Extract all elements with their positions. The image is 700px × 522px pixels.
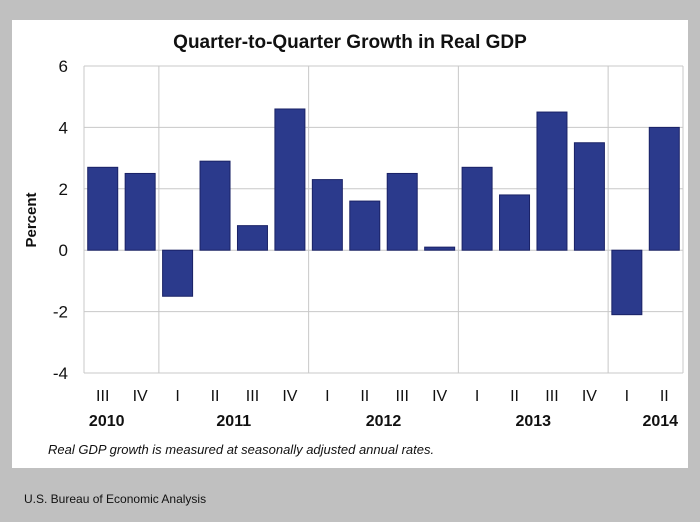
bar <box>162 249 194 297</box>
chart-note: Real GDP growth is measured at seasonall… <box>48 442 434 457</box>
y-tick-label: 2 <box>59 180 68 199</box>
x-tick-label: II <box>211 388 220 405</box>
y-tick-label: -4 <box>53 364 68 383</box>
source-credit: U.S. Bureau of Economic Analysis <box>24 492 207 506</box>
x-tick-label: III <box>545 388 558 405</box>
bar <box>274 108 306 251</box>
x-tick-label: I <box>625 388 629 405</box>
x-tick-label: IV <box>133 388 148 405</box>
x-tick-label: IV <box>432 388 447 405</box>
year-label: 2014 <box>642 413 678 430</box>
bar <box>648 126 680 251</box>
bar <box>611 249 643 316</box>
x-tick-label: III <box>246 388 259 405</box>
x-tick-label: I <box>175 388 179 405</box>
year-labels: 2010 2011 2012 2013 2014 <box>89 413 678 430</box>
chart-panel: Quarter-to-Quarter Growth in Real GDP 6 4… <box>12 20 688 468</box>
x-tick-label: I <box>475 388 479 405</box>
bar <box>461 166 493 251</box>
x-tick-label: II <box>360 388 369 405</box>
bars <box>87 108 680 316</box>
year-label: 2013 <box>515 413 551 430</box>
y-tick-labels: 6 4 2 0 -2 -4 <box>53 57 68 383</box>
bar <box>573 142 605 251</box>
x-tick-label: II <box>660 388 669 405</box>
x-tick-label: II <box>510 388 519 405</box>
year-label: 2012 <box>366 413 402 430</box>
year-label: 2011 <box>216 413 251 430</box>
bar <box>236 225 268 251</box>
gdp-chart: Quarter-to-Quarter Growth in Real GDP 6 4… <box>23 32 684 457</box>
y-axis-label: Percent <box>23 192 40 247</box>
y-tick-label: 0 <box>59 241 68 260</box>
bar <box>199 160 231 251</box>
x-tick-label: III <box>96 388 109 405</box>
year-label: 2010 <box>89 413 125 430</box>
y-tick-label: -2 <box>53 303 68 322</box>
bar <box>386 172 418 251</box>
x-tick-label: III <box>396 388 409 405</box>
bar <box>499 194 531 251</box>
x-tick-label: I <box>325 388 329 405</box>
bar <box>311 179 343 251</box>
bar <box>349 200 381 251</box>
y-tick-label: 6 <box>59 57 68 76</box>
bar <box>536 111 568 251</box>
x-tick-labels: III IV I II III IV I II III IV I II III IV I II <box>96 388 669 405</box>
x-tick-label: IV <box>582 388 597 405</box>
chart-title: Quarter-to-Quarter Growth in Real GDP <box>173 32 527 53</box>
bar <box>87 166 119 251</box>
y-tick-label: 4 <box>59 118 68 137</box>
x-tick-label: IV <box>282 388 297 405</box>
bar <box>424 246 456 251</box>
bar <box>124 172 156 251</box>
